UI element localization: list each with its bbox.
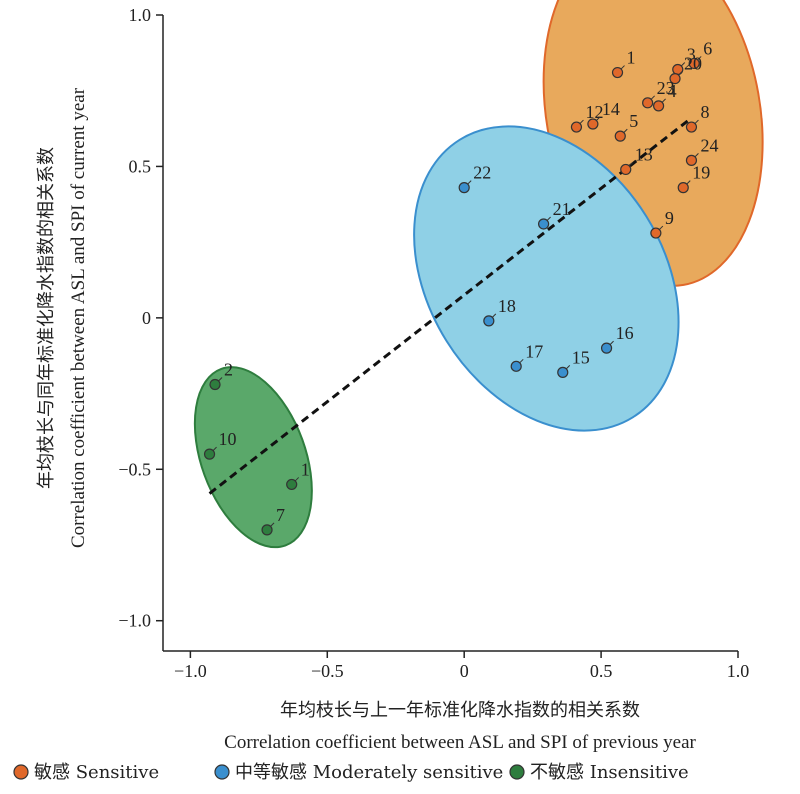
y-tick-label: −1.0 <box>118 611 151 631</box>
point-label: 1 <box>627 48 636 68</box>
data-point <box>652 100 665 112</box>
point-label: 3 <box>687 45 696 65</box>
point-label: 22 <box>473 163 491 183</box>
sensitive-legend-label: 敏感 Sensitive <box>34 762 159 783</box>
data-point <box>642 97 654 109</box>
x-tick-label: −1.0 <box>174 661 207 681</box>
y-tick-label: 1.0 <box>129 5 152 25</box>
point-label: 4 <box>668 81 677 101</box>
y-tick-label: 0.5 <box>129 156 152 176</box>
x-axis-label-en: Correlation coefficient between ASL and … <box>224 732 696 753</box>
point-label: 14 <box>602 99 620 119</box>
x-tick-label: 0.5 <box>590 661 613 681</box>
legend: 敏感 Sensitive 中等敏感 Moderately sensitive 不敏感… <box>13 762 689 783</box>
insensitive-ellipse <box>193 366 313 549</box>
y-tick-label: −0.5 <box>118 459 151 479</box>
point-label: 18 <box>498 296 516 316</box>
point-label: 15 <box>572 347 590 367</box>
insensitive-legend-label: 不敏感 Insensitive <box>530 762 689 783</box>
moderate-ellipse <box>413 125 680 432</box>
sensitive-legend-marker <box>13 764 29 780</box>
data-point <box>677 182 689 194</box>
point-label: 24 <box>700 135 718 155</box>
y-axis-label-en: Correlation coefficient between ASL and … <box>68 87 89 548</box>
y-tick-label: 0 <box>142 308 151 328</box>
x-tick-label: 0 <box>460 661 469 681</box>
data-point <box>600 342 613 354</box>
insensitive-legend-marker <box>509 764 525 780</box>
data-point <box>685 121 698 133</box>
point-label: 1 <box>301 459 310 479</box>
data-point <box>570 121 583 133</box>
x-tick-label: 1.0 <box>727 661 750 681</box>
data-point <box>510 360 522 372</box>
moderate-legend-marker <box>214 764 230 780</box>
data-point <box>620 163 632 176</box>
point-label: 20 <box>684 54 702 74</box>
cluster-ellipses <box>193 0 764 549</box>
data-point <box>557 366 569 378</box>
point-label: 16 <box>616 323 634 343</box>
point-label: 5 <box>629 111 638 131</box>
data-point <box>458 182 470 194</box>
point-label: 7 <box>276 505 285 525</box>
data-point <box>209 378 221 391</box>
x-tick-label: −0.5 <box>311 661 344 681</box>
data-point <box>650 227 662 239</box>
data-point <box>688 57 700 70</box>
data-point <box>286 478 298 491</box>
data-point <box>483 315 495 327</box>
data-point <box>587 118 599 130</box>
x-axis-label-cn: 年均枝长与上一年标准化降水指数的相关系数 <box>280 700 640 721</box>
point-label: 6 <box>703 38 712 58</box>
data-point <box>203 448 216 460</box>
point-label: 19 <box>692 163 710 183</box>
data-point <box>685 154 698 166</box>
point-label: 2 <box>224 359 233 379</box>
point-label: 17 <box>525 341 543 361</box>
trend-line <box>208 116 693 495</box>
point-label: 10 <box>219 429 237 449</box>
data-point <box>611 66 624 79</box>
data-point <box>669 72 681 85</box>
axes: −1.0 −0.5 0 0.5 1.0 −1.0 −0.5 0 0.5 1.0 <box>118 5 749 681</box>
point-label: 13 <box>635 144 653 164</box>
y-axis-label-cn: 年均枝长与同年标准化降水指数的相关系数 <box>36 147 57 489</box>
data-point <box>261 524 273 536</box>
point-label: 12 <box>585 102 603 122</box>
trend-line-group <box>208 116 693 495</box>
data-point <box>537 218 550 230</box>
point-label: 8 <box>700 102 709 122</box>
data-point <box>614 130 626 142</box>
moderate-legend-label: 中等敏感 Moderately sensitive <box>235 762 503 783</box>
point-label: 21 <box>553 199 571 219</box>
point-label: 9 <box>665 208 674 228</box>
point-label: 23 <box>657 78 675 98</box>
